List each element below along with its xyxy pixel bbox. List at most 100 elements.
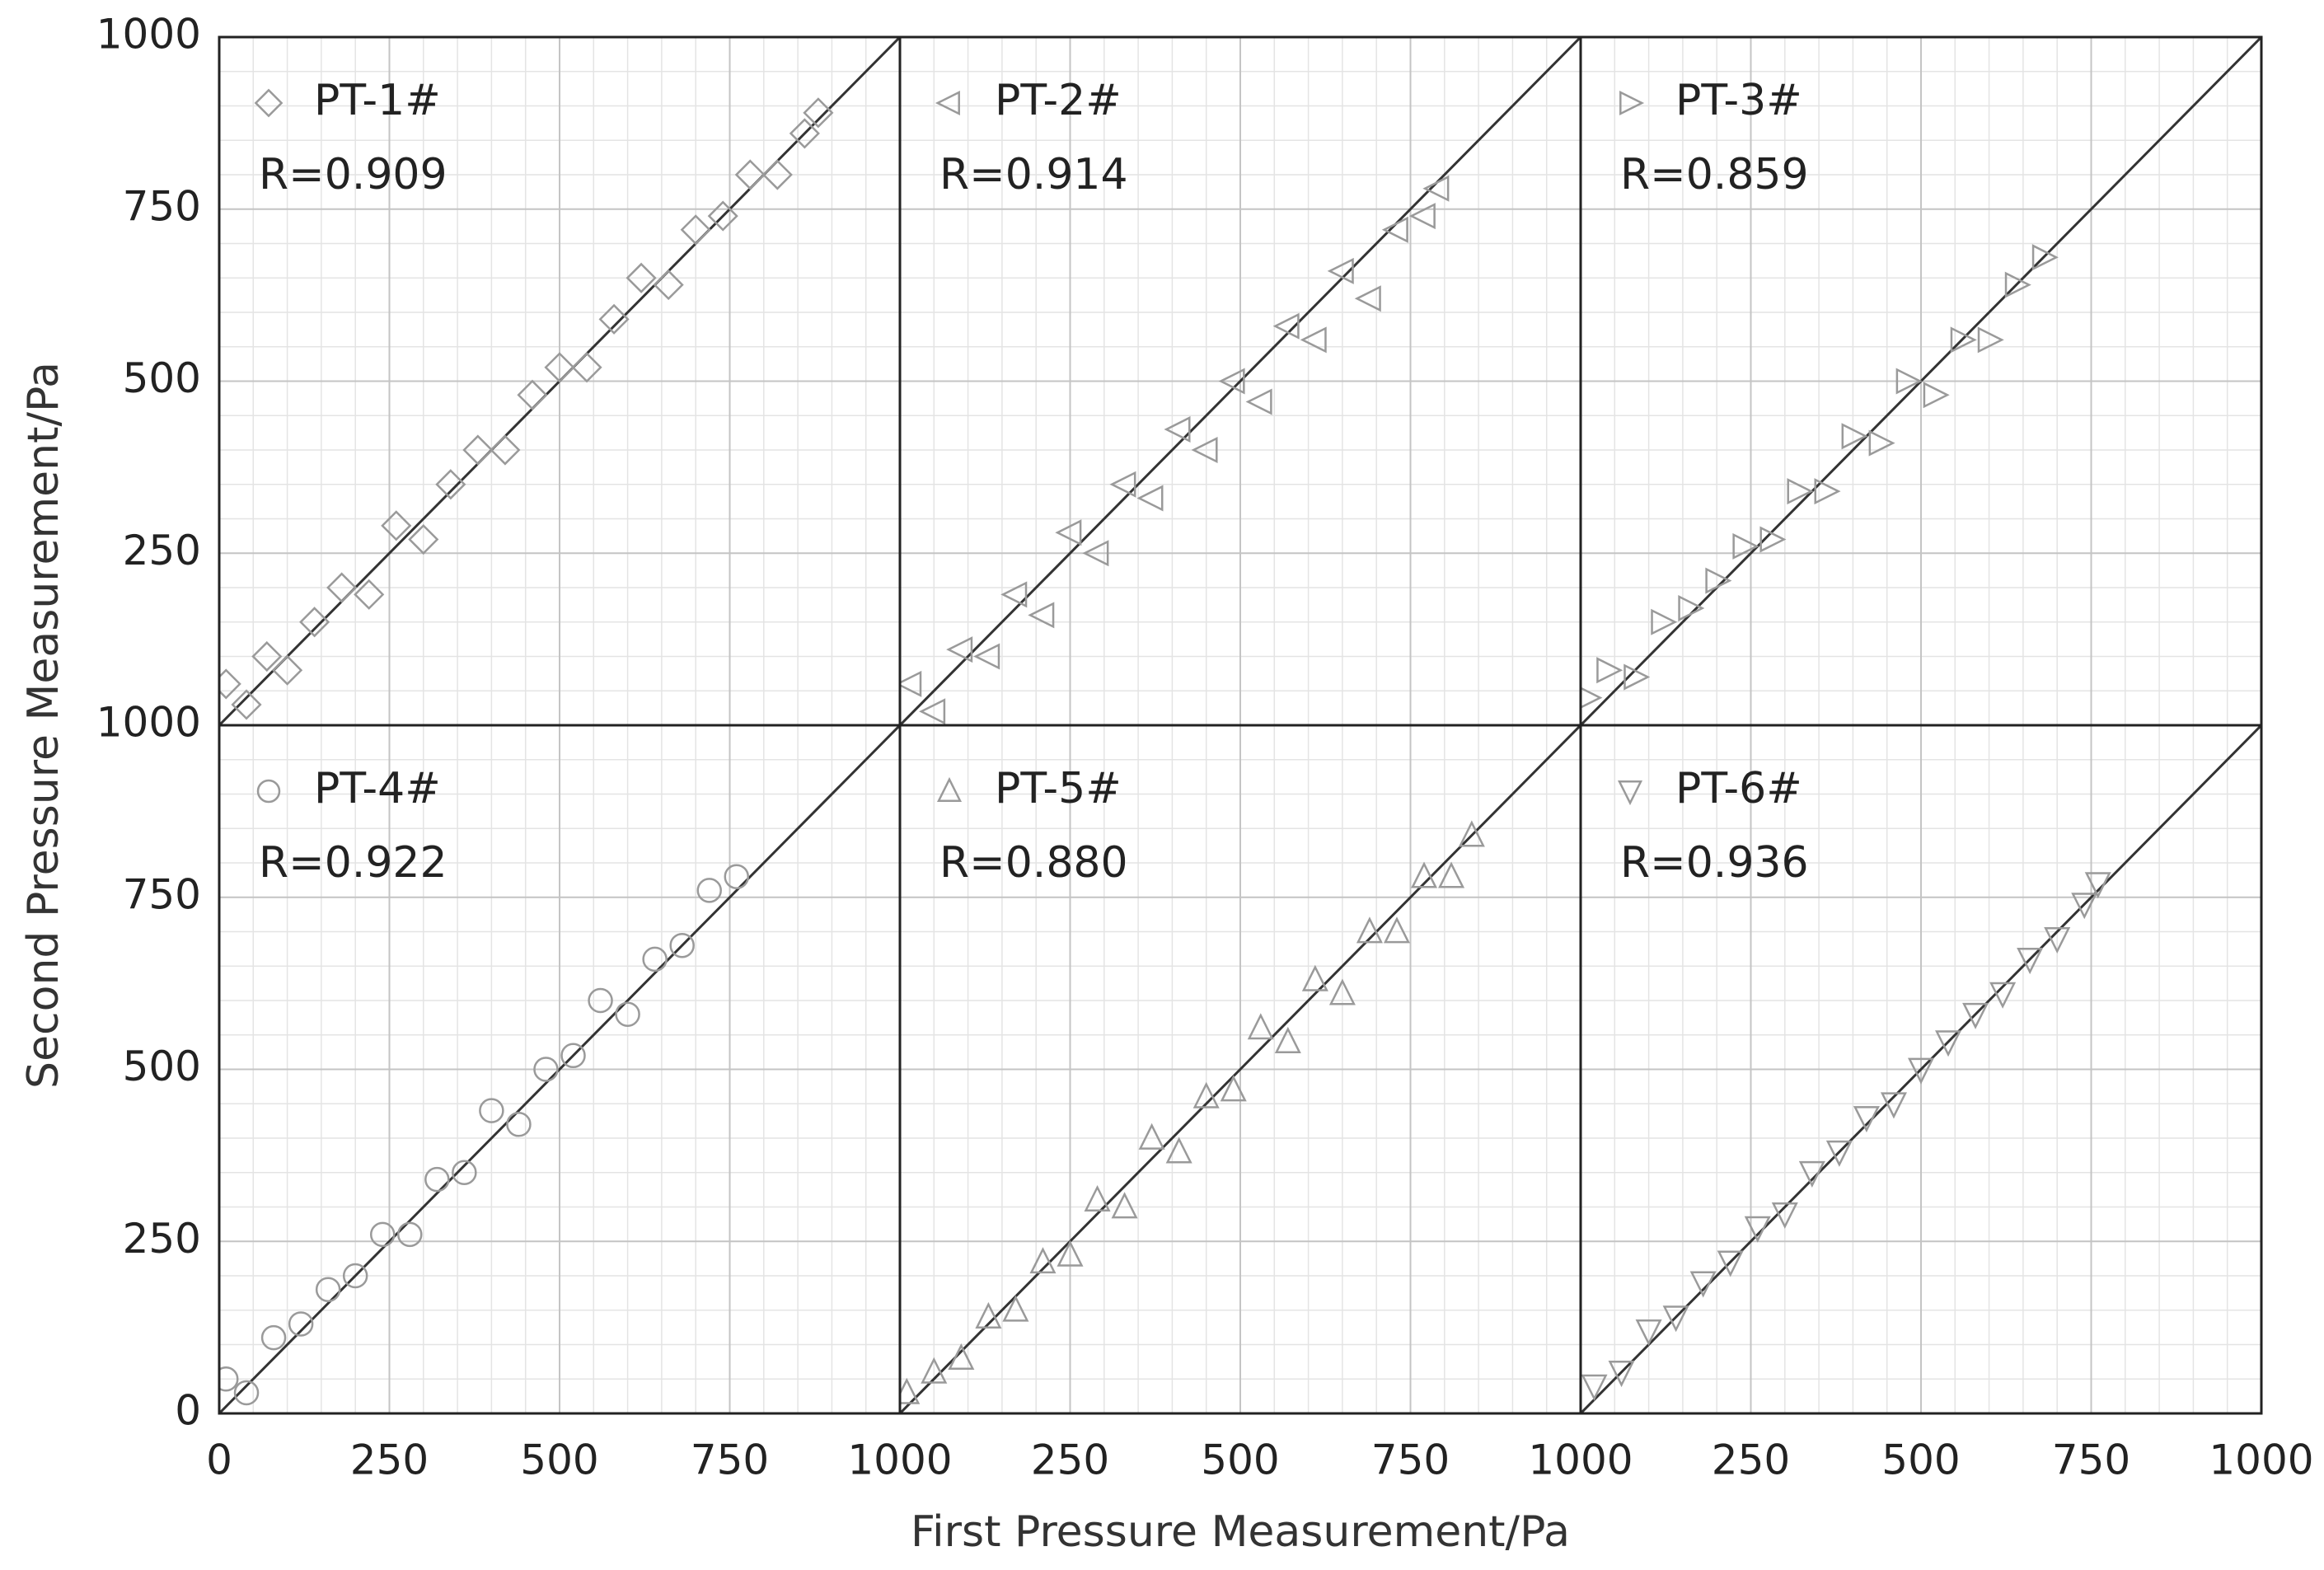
data-point [299,607,330,638]
panel: PT-2# R=0.914 [898,35,1582,727]
data-point [1895,368,1923,395]
legend-label: PT-5# [995,764,1122,813]
x-tick-label: 500 [1881,1436,1960,1484]
data-point [900,670,922,697]
data-point [1136,485,1164,512]
data-point [803,97,834,129]
data-point [789,118,820,149]
data-point [1950,326,1977,354]
reference-line [900,725,1581,1413]
annotation: R=0.880 [939,838,1128,888]
data-point [2031,244,2059,271]
data-point [272,654,303,686]
data-point [1962,1002,1989,1029]
data-point [975,1301,1002,1329]
data-point [1191,436,1218,464]
data-point [948,1343,975,1371]
data-point [2071,893,2098,920]
data-point [397,1221,423,1248]
y-tick-label: 250 [123,527,201,574]
data-point [1381,216,1408,243]
data-point [1084,1184,1111,1211]
data-point [1218,368,1245,395]
data-point [1028,602,1055,629]
data-point [1841,423,1868,450]
legend-marker [256,779,281,804]
data-point [1717,1250,1744,1277]
data-point [1109,471,1136,498]
legend-label: PT-2# [995,76,1122,125]
x-tick-label: 750 [2052,1436,2130,1484]
x-axis-title: First Pressure Measurement/Pa [911,1507,1570,1557]
data-point [1651,608,1678,635]
plot-area [900,37,1581,725]
data-point [1624,663,1651,691]
reference-line [219,725,900,1413]
legend-marker [936,776,963,802]
reference-line [900,37,1581,725]
data-point [1732,532,1759,560]
data-point [921,1357,948,1384]
x-tick-label: 750 [1371,1436,1450,1484]
data-point [1247,1013,1274,1040]
data-point [342,1263,368,1289]
data-point [1458,820,1485,847]
y-axis-title: Second Pressure Measurement/Pa [19,362,68,1089]
x-tick-label: 500 [520,1436,598,1484]
data-point [517,379,548,410]
data-point [408,523,439,555]
data-point [1272,312,1300,340]
data-point [1408,203,1436,230]
plot-area [1581,725,2261,1413]
plot-area [219,37,900,725]
data-point [479,1098,504,1123]
legend-marker [935,90,960,116]
panel: PT-5# R=0.880 [898,724,1582,1415]
data-point [1923,382,1950,409]
data-point [326,572,358,603]
data-point [452,1160,477,1185]
data-point [1880,1092,1907,1119]
y-tick-label: 750 [123,182,201,230]
data-point [696,878,722,903]
data-point [680,214,711,246]
data-point [669,932,695,958]
data-point [2017,948,2044,975]
data-point [1274,1026,1301,1053]
data-point [707,200,738,232]
data-point [1705,567,1732,594]
data-point [1245,388,1272,415]
data-point [1354,285,1381,312]
y-tick-label: 1000 [96,699,201,747]
data-point [1138,1122,1165,1150]
data-point [381,510,412,541]
data-point [233,1380,260,1406]
panel-border [1579,724,2263,1415]
data-point [1192,1081,1220,1108]
x-tick-label: 1000 [1528,1436,1633,1484]
data-point [1410,861,1438,888]
data-point [1165,1136,1192,1164]
legend-label: PT-3# [1675,76,1802,125]
data-point [2004,271,2031,298]
data-point [2084,872,2111,899]
data-point [1055,519,1082,546]
data-point [1744,1216,1771,1243]
reference-line [1581,725,2261,1413]
annotation: R=0.909 [259,150,447,199]
annotation: R=0.922 [259,838,447,888]
legend-label: PT-1# [314,76,441,125]
legend-marker [1617,780,1643,806]
data-point [369,1221,396,1248]
data-point [490,434,521,466]
data-point [2044,927,2071,954]
data-point [1977,326,2004,354]
data-point [761,159,793,190]
data-point [260,1324,287,1351]
data-point [251,640,283,673]
legend-marker [1619,90,1645,116]
data-point [1356,916,1383,944]
data-point [598,303,630,335]
panel: PT-1# R=0.909 [218,35,902,727]
data-point [1825,1140,1853,1167]
